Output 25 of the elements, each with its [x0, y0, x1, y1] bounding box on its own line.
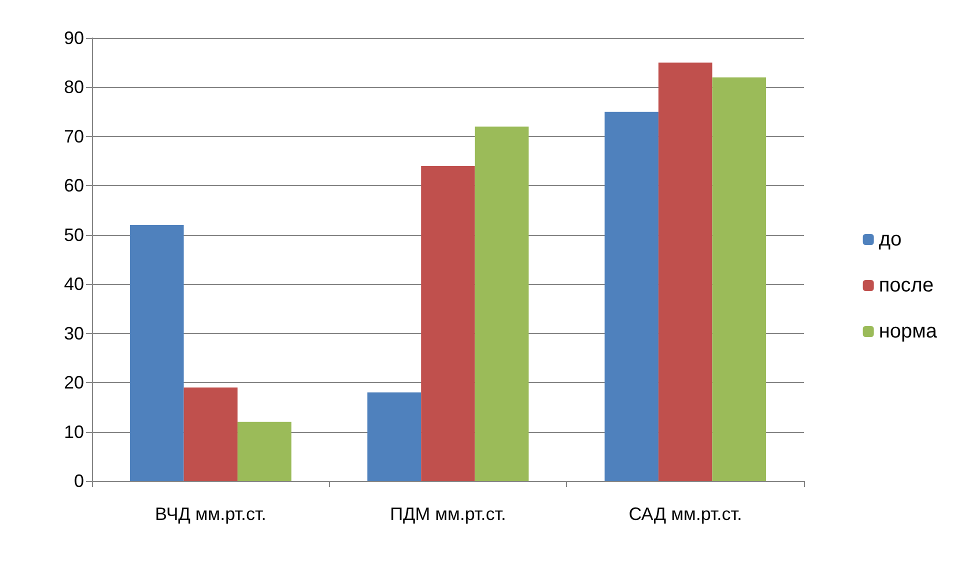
- x-tick-label: ПДМ мм.рт.ст.: [390, 504, 506, 524]
- y-tick-label: 70: [64, 126, 84, 146]
- legend-label: норма: [878, 320, 938, 342]
- y-tick-label: 60: [64, 176, 84, 196]
- y-tick-label: 80: [64, 77, 84, 98]
- bar: [421, 166, 475, 481]
- bar: [184, 387, 238, 481]
- bar: [367, 392, 422, 481]
- bar: [712, 77, 766, 481]
- y-tick-label: 0: [74, 471, 84, 491]
- y-tick-label: 40: [64, 274, 84, 294]
- bar: [604, 112, 658, 481]
- bar: [658, 62, 712, 481]
- bar: [474, 126, 529, 481]
- y-tick-label: 20: [64, 372, 84, 393]
- bar: [130, 225, 184, 481]
- y-tick-label: 90: [64, 28, 84, 48]
- legend-label: после: [878, 274, 934, 296]
- y-tick-label: 30: [64, 323, 84, 344]
- y-tick-label: 10: [64, 422, 84, 442]
- y-tick-label: 50: [64, 224, 84, 245]
- legend-label: до: [878, 228, 902, 250]
- x-tick-label: ВЧД мм.рт.ст.: [155, 504, 266, 524]
- bar: [238, 422, 292, 481]
- x-tick-label: САД мм.рт.ст.: [628, 504, 742, 524]
